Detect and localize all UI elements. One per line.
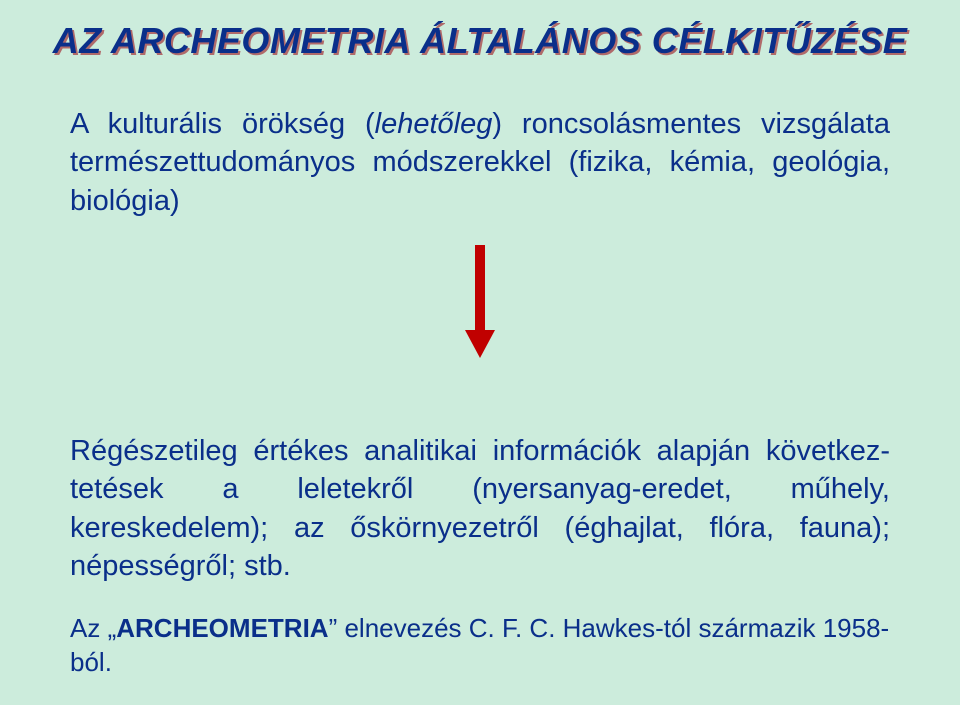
footnote-bold: ARCHEOMETRIA bbox=[116, 613, 328, 643]
footnote: Az „ARCHEOMETRIA” elnevezés C. F. C. Haw… bbox=[70, 612, 890, 680]
arrow-head bbox=[465, 330, 495, 358]
title-text: AZ ARCHEOMETRIA ÁLTALÁNOS CÉLKITŰZÉSE bbox=[53, 20, 907, 61]
intro-italic: lehetőleg bbox=[375, 108, 493, 140]
intro-paragraph: A kulturális örökség (lehetőleg) roncsol… bbox=[70, 105, 890, 220]
down-arrow-icon bbox=[465, 245, 495, 358]
footnote-prefix: Az „ bbox=[70, 613, 116, 643]
slide-title: AZ ARCHEOMETRIA ÁLTALÁNOS CÉLKITŰZÉSE AZ… bbox=[0, 20, 960, 62]
arrow-stem bbox=[475, 245, 485, 330]
body-paragraph: Régészetileg értékes analitikai informác… bbox=[70, 432, 890, 585]
intro-prefix: A kulturális örökség ( bbox=[70, 108, 375, 140]
slide: AZ ARCHEOMETRIA ÁLTALÁNOS CÉLKITŰZÉSE AZ… bbox=[0, 0, 960, 705]
